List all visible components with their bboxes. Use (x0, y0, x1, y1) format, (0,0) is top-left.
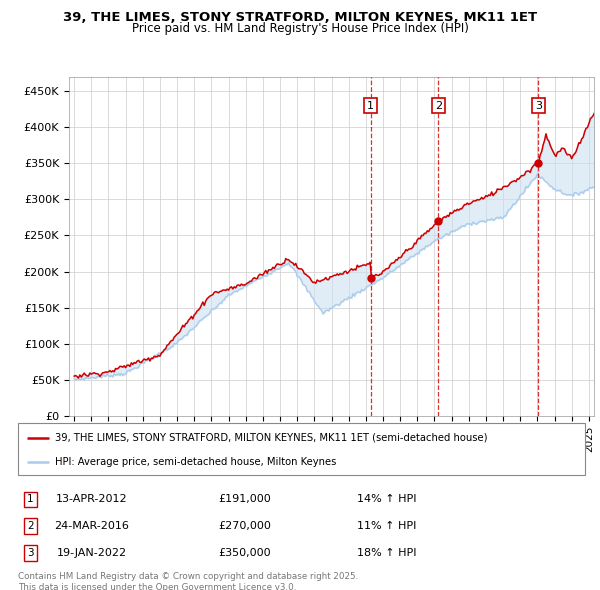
Text: 1: 1 (367, 100, 374, 110)
Text: Contains HM Land Registry data © Crown copyright and database right 2025.
This d: Contains HM Land Registry data © Crown c… (18, 572, 358, 590)
Text: £270,000: £270,000 (218, 521, 271, 530)
Text: 19-JAN-2022: 19-JAN-2022 (56, 548, 127, 558)
Text: £191,000: £191,000 (218, 494, 271, 504)
Text: 3: 3 (27, 548, 34, 558)
Text: HPI: Average price, semi-detached house, Milton Keynes: HPI: Average price, semi-detached house,… (55, 457, 336, 467)
Text: 13-APR-2012: 13-APR-2012 (56, 494, 128, 504)
Text: 2: 2 (435, 100, 442, 110)
Text: 14% ↑ HPI: 14% ↑ HPI (357, 494, 416, 504)
Text: Price paid vs. HM Land Registry's House Price Index (HPI): Price paid vs. HM Land Registry's House … (131, 22, 469, 35)
Text: 39, THE LIMES, STONY STRATFORD, MILTON KEYNES, MK11 1ET (semi-detached house): 39, THE LIMES, STONY STRATFORD, MILTON K… (55, 432, 487, 442)
Text: 1: 1 (27, 494, 34, 504)
Text: 18% ↑ HPI: 18% ↑ HPI (357, 548, 416, 558)
Text: 3: 3 (535, 100, 542, 110)
Text: 24-MAR-2016: 24-MAR-2016 (54, 521, 129, 530)
Text: £350,000: £350,000 (218, 548, 271, 558)
Text: 2: 2 (27, 521, 34, 530)
Text: 11% ↑ HPI: 11% ↑ HPI (357, 521, 416, 530)
Text: 39, THE LIMES, STONY STRATFORD, MILTON KEYNES, MK11 1ET: 39, THE LIMES, STONY STRATFORD, MILTON K… (63, 11, 537, 24)
FancyBboxPatch shape (18, 423, 585, 475)
